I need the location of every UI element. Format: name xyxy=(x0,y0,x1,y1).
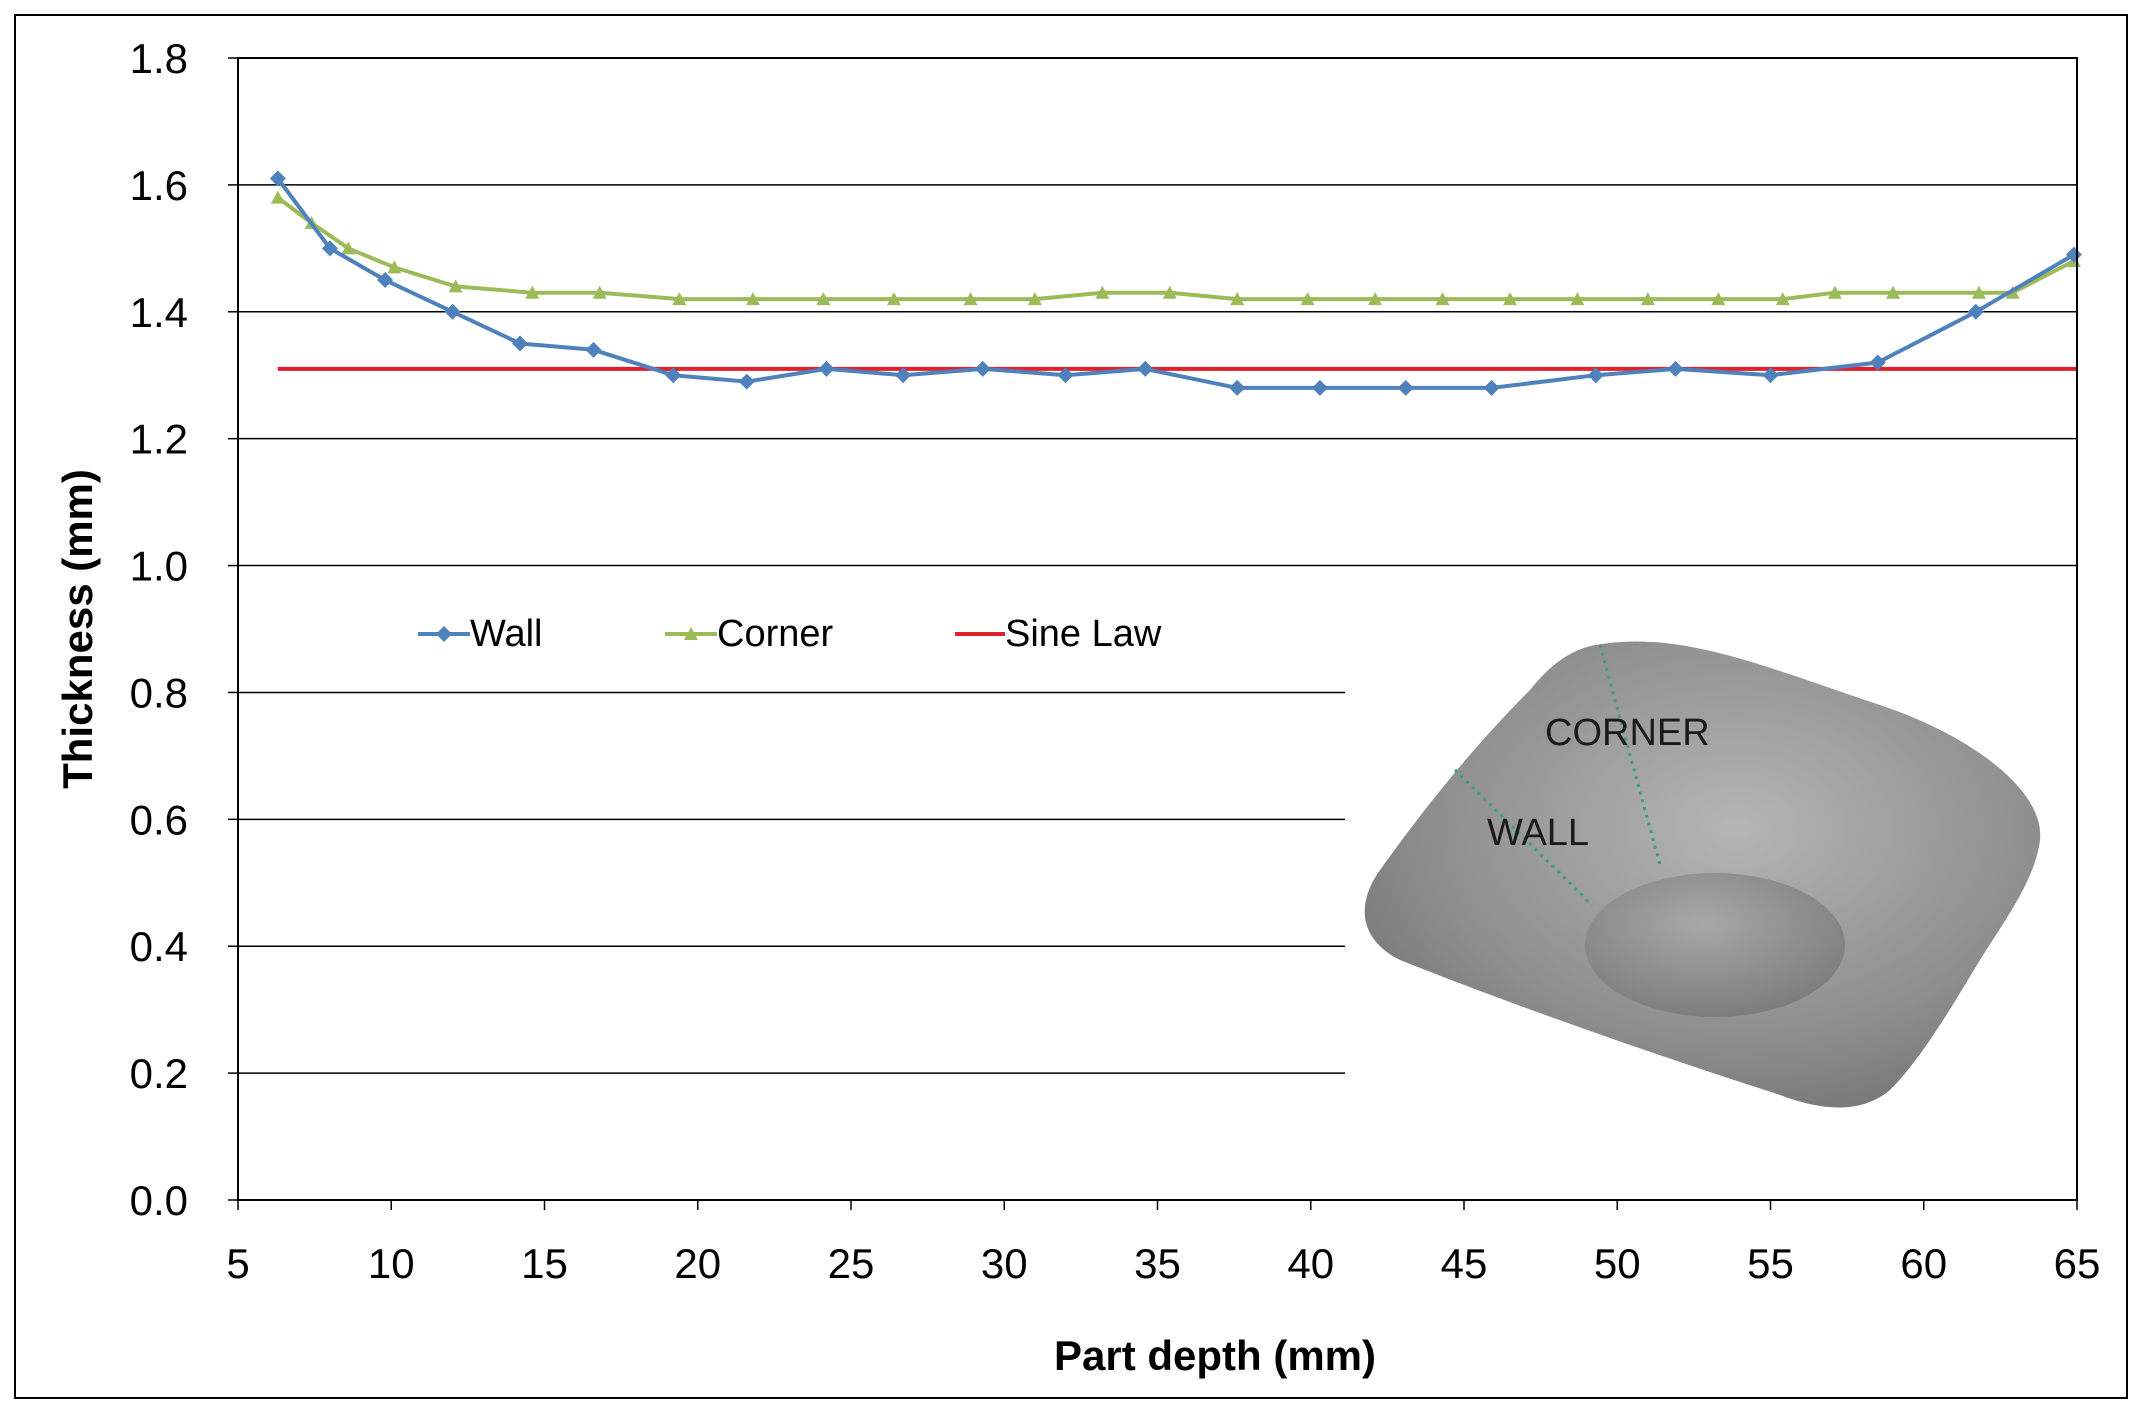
x-tick-label: 25 xyxy=(828,1240,875,1287)
data-point-corner xyxy=(592,285,607,299)
data-point-corner xyxy=(1230,292,1245,306)
data-point-corner xyxy=(1827,285,1842,299)
data-point-wall xyxy=(269,170,286,187)
y-tick-label: 0.8 xyxy=(130,669,188,716)
x-tick-label: 20 xyxy=(674,1240,721,1287)
y-tick-label: 1.8 xyxy=(130,35,188,82)
data-point-wall xyxy=(1667,360,1684,377)
legend-label-sine-law: Sine Law xyxy=(1005,613,1162,655)
inset-label-corner: CORNER xyxy=(1545,712,1710,754)
data-point-corner xyxy=(1435,292,1450,306)
data-point-wall xyxy=(444,303,461,320)
x-tick-label: 35 xyxy=(1134,1240,1181,1287)
y-tick-label: 0.0 xyxy=(130,1177,188,1224)
data-point-corner xyxy=(1027,292,1042,306)
data-point-corner xyxy=(448,279,463,293)
legend-label-corner: Corner xyxy=(717,613,833,655)
data-point-wall xyxy=(1869,354,1886,371)
data-point-corner xyxy=(1775,292,1790,306)
legend-label-wall: Wall xyxy=(470,613,542,655)
x-tick-label: 65 xyxy=(2054,1240,2101,1287)
series-wall xyxy=(269,170,2082,396)
data-point-corner xyxy=(745,292,760,306)
data-point-corner xyxy=(1368,292,1383,306)
data-point-corner xyxy=(387,260,402,274)
x-tick-label: 10 xyxy=(368,1240,415,1287)
series-layer xyxy=(269,170,2082,396)
data-point-corner xyxy=(1711,292,1726,306)
y-tick-label: 1.2 xyxy=(130,416,188,463)
data-point-corner xyxy=(1095,285,1110,299)
y-tick-label: 1.0 xyxy=(130,543,188,590)
data-point-corner xyxy=(1300,292,1315,306)
data-point-wall xyxy=(665,367,682,384)
x-tick-label: 55 xyxy=(1747,1240,1794,1287)
data-point-wall xyxy=(1311,379,1328,396)
data-point-wall xyxy=(974,360,991,377)
x-tick-label: 5 xyxy=(226,1240,249,1287)
y-tick-label: 1.6 xyxy=(130,162,188,209)
data-point-corner xyxy=(672,292,687,306)
data-point-corner xyxy=(1570,292,1585,306)
data-point-wall xyxy=(1057,367,1074,384)
y-tick-label: 0.6 xyxy=(130,796,188,843)
legend-item-wall: Wall xyxy=(418,613,542,655)
data-point-wall xyxy=(377,272,394,289)
data-point-wall xyxy=(321,240,338,257)
x-tick-label: 30 xyxy=(981,1240,1028,1287)
inset-label-wall: WALL xyxy=(1487,812,1589,854)
data-point-corner xyxy=(816,292,831,306)
data-point-wall xyxy=(511,335,528,352)
data-point-wall xyxy=(895,367,912,384)
x-tick-label: 40 xyxy=(1287,1240,1334,1287)
y-tick-label: 1.4 xyxy=(130,289,188,336)
data-point-corner xyxy=(1971,285,1986,299)
y-axis-ticks: 0.0 0.2 0.4 0.6 0.8 1.0 1.2 1.4 1.6 1.8 xyxy=(130,35,238,1224)
data-point-corner xyxy=(1640,292,1655,306)
data-point-corner xyxy=(270,190,285,204)
legend: Wall Corner Sine Law xyxy=(418,613,1162,655)
data-point-wall xyxy=(1587,367,1604,384)
x-tick-label: 60 xyxy=(1900,1240,1947,1287)
plot-area xyxy=(237,57,2078,1201)
data-point-corner xyxy=(341,241,356,255)
data-point-corner xyxy=(1886,285,1901,299)
data-point-wall xyxy=(1967,303,1984,320)
data-point-corner xyxy=(1162,285,1177,299)
y-tick-label: 0.4 xyxy=(130,923,188,970)
data-point-wall xyxy=(1483,379,1500,396)
data-point-wall xyxy=(818,360,835,377)
x-tick-label: 15 xyxy=(521,1240,568,1287)
legend-item-sine-law: Sine Law xyxy=(955,613,1162,655)
data-point-corner xyxy=(963,292,978,306)
data-point-wall xyxy=(738,373,755,390)
data-point-wall xyxy=(585,341,602,358)
y-tick-label: 0.2 xyxy=(130,1050,188,1097)
data-point-wall xyxy=(1762,367,1779,384)
data-point-wall xyxy=(1137,360,1154,377)
data-point-corner xyxy=(525,285,540,299)
x-tick-label: 50 xyxy=(1594,1240,1641,1287)
x-axis-ticks: 5 10 15 20 25 30 35 40 45 50 55 60 65 xyxy=(226,1200,2100,1287)
series-corner xyxy=(270,190,2081,306)
data-point-corner xyxy=(1502,292,1517,306)
x-axis-label: Part depth (mm) xyxy=(1054,1332,1376,1379)
y-axis-label: Thickness (mm) xyxy=(54,469,101,789)
legend-item-corner: Corner xyxy=(665,613,833,655)
data-point-wall xyxy=(1229,379,1246,396)
inset-part-picture: CORNER WALL xyxy=(1345,625,2085,1125)
data-point-wall xyxy=(1397,379,1414,396)
data-point-corner xyxy=(886,292,901,306)
x-tick-label: 45 xyxy=(1441,1240,1488,1287)
